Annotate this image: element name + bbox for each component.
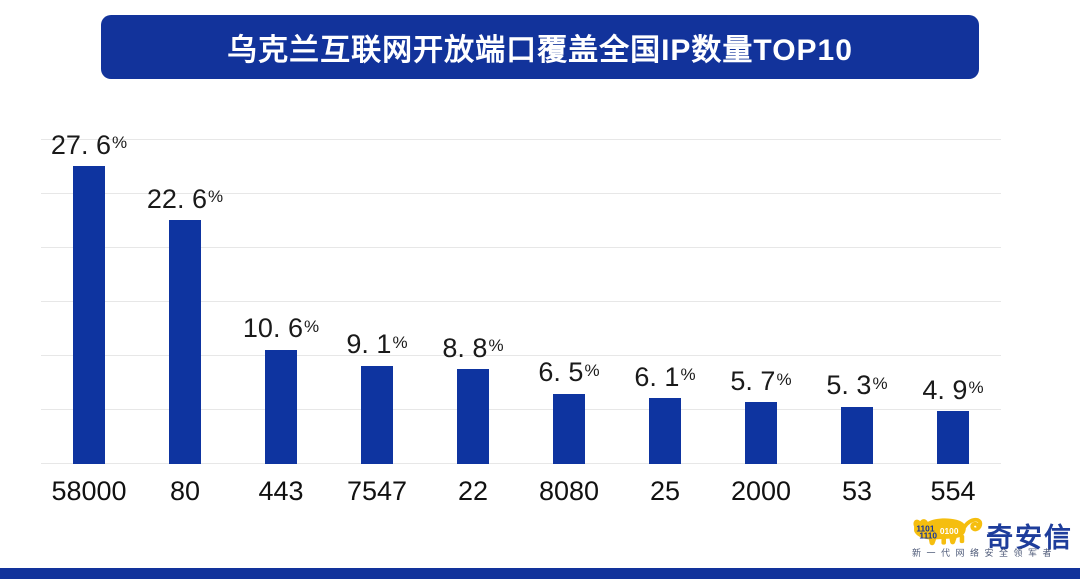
qianxin-brand-text: 奇安信 [986, 523, 1073, 553]
bar [457, 368, 489, 464]
bar-column: 4. 9% 554 [905, 140, 1001, 506]
percent-sign: % [207, 187, 224, 207]
bar [649, 398, 681, 464]
bar [265, 349, 297, 464]
bar-column: 10. 6% 443 [233, 140, 329, 506]
percent-sign: % [584, 361, 600, 381]
gridline [41, 193, 1001, 194]
percent-sign: % [776, 369, 792, 389]
percent-sign: % [968, 378, 984, 398]
bar-value-number: 4. 9 [922, 374, 968, 405]
chart-title: 乌克兰互联网开放端口覆盖全国IP数量TOP10 [227, 34, 853, 67]
tiger-binary-digits: 1101 [916, 524, 934, 534]
bar-value-number: 10. 6 [242, 313, 303, 344]
bar-column: 5. 7% 2000 [713, 140, 809, 506]
bar-value-label: 6. 1% [634, 363, 695, 391]
gridline [41, 139, 1001, 140]
gridline [41, 409, 1001, 410]
bar-column: 27. 6% 58000 [41, 130, 137, 506]
x-axis-label: 554 [930, 476, 976, 506]
bar-value-number: 6. 5 [538, 357, 584, 388]
bar [841, 406, 873, 464]
x-axis-label: 58000 [51, 476, 127, 506]
bar-column: 22. 6% 80 [137, 140, 233, 506]
bar-value-number: 9. 1 [346, 329, 392, 360]
gridline [41, 301, 1001, 302]
bar-value-number: 22. 6 [146, 183, 207, 214]
bar [745, 402, 777, 464]
percent-sign: % [392, 332, 408, 352]
percent-sign: % [303, 316, 320, 336]
tiger-leg-shape [941, 537, 946, 545]
gridline [41, 463, 1001, 464]
title-banner: 乌克兰互联网开放端口覆盖全国IP数量TOP10 [101, 15, 979, 79]
percent-sign: % [488, 336, 504, 356]
qianxin-tiger-icon: 1101 1110 0100 [913, 517, 983, 546]
bar [361, 365, 393, 464]
qianxin-tagline: 新一代网络安全领军者 [912, 548, 1058, 558]
gridlines [41, 139, 1001, 464]
bar-value-number: 6. 1 [634, 361, 680, 392]
x-axis-label: 53 [841, 476, 873, 506]
chart-area: 27. 6% 58000 22. 6% 80 10. 6% 443 9. 1% 7547 8. … [41, 130, 1001, 506]
bar-value-label: 9. 1% [346, 330, 407, 358]
footer-bar [0, 568, 1080, 579]
x-axis-label: 80 [169, 476, 201, 506]
bar-column: 9. 1% 7547 [329, 140, 425, 506]
tiger-binary-digits: 0100 [940, 526, 959, 536]
bar-value-label: 5. 7% [730, 367, 791, 395]
x-axis-label: 2000 [730, 476, 792, 506]
tiger-leg-shape [959, 534, 965, 544]
bar-column: 8. 8% 22 [425, 140, 521, 506]
qianxin-logo: 1101 1110 0100 奇安信 新一代网络安全领军者 [906, 512, 1072, 558]
bar [169, 219, 201, 464]
bar-columns: 27. 6% 58000 22. 6% 80 10. 6% 443 9. 1% 7547 8. … [41, 130, 1001, 506]
bar-value-number: 5. 7 [730, 366, 776, 397]
x-axis-label: 22 [457, 476, 489, 506]
bar-value-label: 10. 6% [243, 314, 319, 342]
x-axis-label: 8080 [538, 476, 600, 506]
bar-value-number: 27. 6 [50, 129, 111, 160]
percent-sign: % [680, 365, 696, 385]
bar-value-label: 5. 3% [826, 371, 887, 399]
bar [553, 393, 585, 464]
bar-value-label: 6. 5% [538, 358, 599, 386]
bar-value-label: 4. 9% [922, 376, 983, 404]
bar-value-label: 8. 8% [442, 332, 504, 363]
bar-value-number: 8. 8 [442, 332, 488, 363]
x-axis-label: 7547 [346, 476, 408, 506]
tiger-tail-shape [962, 517, 983, 532]
bar-column: 6. 5% 8080 [521, 140, 617, 506]
bar-value-label: 27. 6% [50, 129, 128, 160]
bar [73, 165, 105, 464]
tiger-body-shape [913, 518, 966, 546]
bar-value-number: 5. 3 [826, 370, 872, 401]
tiger-binary-digits: 1110 [919, 531, 937, 541]
gridline [41, 355, 1001, 356]
x-axis-label: 443 [258, 476, 304, 506]
bar [937, 411, 969, 464]
x-axis-label: 25 [649, 476, 681, 506]
bar-value-label: 22. 6% [146, 183, 224, 214]
percent-sign: % [872, 373, 888, 393]
gridline [41, 247, 1001, 248]
bar-column: 5. 3% 53 [809, 140, 905, 506]
bar-column: 6. 1% 25 [617, 140, 713, 506]
percent-sign: % [111, 133, 128, 153]
